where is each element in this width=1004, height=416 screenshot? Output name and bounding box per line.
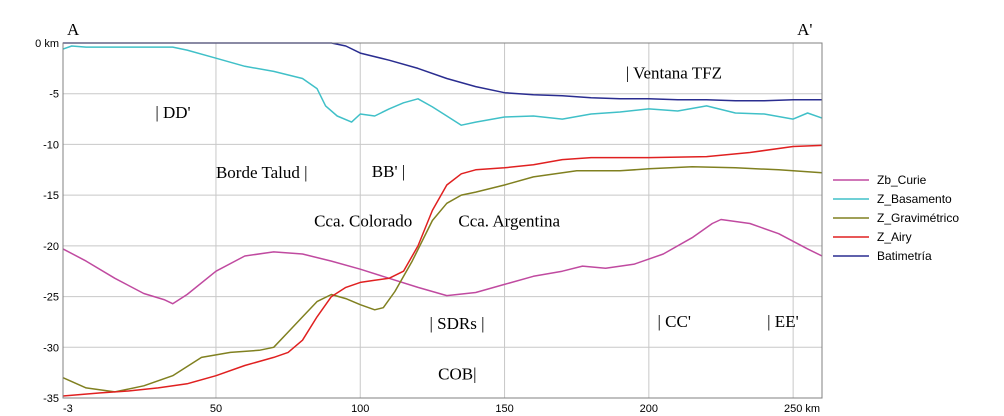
legend: Zb_Curie Z_Basamento Z_Gravimétrico Z_Airy B… <box>833 173 959 263</box>
y-tick-label: -20 <box>43 241 59 253</box>
annotation-label: | CC' <box>658 312 691 331</box>
legend-entry: Batimetría <box>877 249 932 263</box>
legend-entry: Z_Gravimétrico <box>877 211 959 225</box>
annotation-label: | DD' <box>155 103 190 122</box>
x-tick-label: 100 <box>351 403 369 415</box>
annotation-label: Cca. Colorado <box>314 212 412 231</box>
series-line-Zb_Curie <box>62 218 823 305</box>
legend-entry: Z_Basamento <box>877 192 952 206</box>
x-tick-label: 250 <box>784 403 802 415</box>
series-layer <box>62 42 823 397</box>
y-tick-label: 0 km <box>35 38 59 50</box>
annotation-label: | SDRs | <box>430 314 485 333</box>
x-tick-label: 200 <box>640 403 658 415</box>
series-line-Z_Gravimétrico <box>62 165 823 393</box>
annotation-label: | Ventana TFZ <box>626 64 722 83</box>
annotation-label: | EE' <box>767 312 799 331</box>
annotation-label: Borde Talud | <box>216 163 308 182</box>
series-line-Z_Airy <box>62 144 823 397</box>
axis-ticks: -3 50 100 150 200 250 km 0 km -5 -10 -15 -20 -25 -30 -… <box>35 38 820 415</box>
y-tick-label: -35 <box>43 393 59 405</box>
legend-entry: Z_Airy <box>877 230 912 244</box>
annotation-label: A' <box>797 20 812 39</box>
y-tick-label: -5 <box>49 89 59 101</box>
series-line-Z_Basamento <box>62 45 823 126</box>
annotation-label: A <box>67 20 80 39</box>
y-tick-label: -30 <box>43 342 59 354</box>
annotations: A A' | Ventana TFZ | DD' Borde Talud | BB' | C… <box>67 20 812 384</box>
y-tick-label: -10 <box>43 139 59 151</box>
annotation-label: COB| <box>438 365 476 384</box>
annotation-label: Cca. Argentina <box>458 212 560 231</box>
legend-entry: Zb_Curie <box>877 173 927 187</box>
annotation-label: BB' | <box>372 162 405 181</box>
grid-lines <box>62 42 822 399</box>
y-tick-label: -25 <box>43 292 59 304</box>
x-tick-label: -3 <box>63 403 73 415</box>
y-tick-label: -15 <box>43 190 59 202</box>
x-tick-label: 50 <box>210 403 222 415</box>
x-tick-label: 150 <box>495 403 513 415</box>
x-unit-label: km <box>805 403 820 415</box>
plot-frame <box>62 42 823 399</box>
